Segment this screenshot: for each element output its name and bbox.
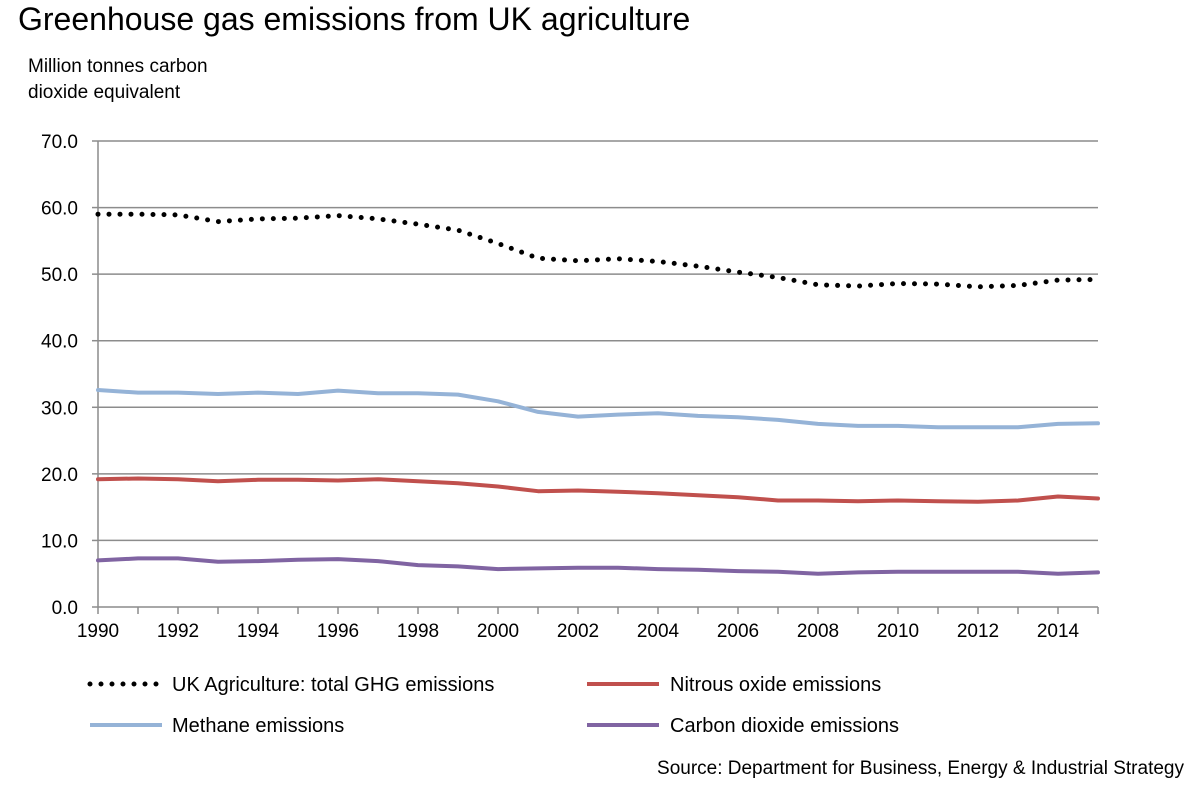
- series-lines: [95, 211, 1101, 576]
- x-tick-label: 2002: [557, 621, 599, 642]
- y-axis-label-line-2: dioxide equivalent: [28, 82, 181, 103]
- x-tick-label: 1994: [237, 621, 280, 642]
- legend-label: Nitrous oxide emissions: [670, 674, 881, 696]
- legend-label: UK Agriculture: total GHG emissions: [172, 674, 494, 696]
- x-tick-label: 2012: [957, 621, 999, 642]
- x-tick-label: 2000: [477, 621, 519, 642]
- series-line-0: [95, 211, 1101, 290]
- x-tick-label: 1998: [397, 621, 439, 642]
- y-tick-label: 30.0: [41, 398, 78, 419]
- axes: 0.0 10.0 20.0 30.0 40.0 50.0 60.0 70.0 1990 1992 1…: [41, 132, 1099, 642]
- x-tick-label: 2004: [637, 621, 680, 642]
- x-tick-label: 1992: [157, 621, 199, 642]
- series-line-3: [96, 556, 1100, 576]
- y-axis-label: Million tonnes carbon dioxide equivalent: [28, 54, 288, 106]
- source-note: Source: Department for Business, Energy …: [657, 758, 1184, 779]
- chart-title: Greenhouse gas emissions from UK agricul…: [18, 1, 691, 37]
- legend-item-1: Nitrous oxide emissions: [587, 674, 881, 696]
- y-tick-label: 10.0: [41, 531, 78, 552]
- y-axis-label-line-1: Million tonnes carbon: [28, 56, 208, 77]
- legend-item-2: Methane emissions: [90, 715, 344, 737]
- legend-item-3: Carbon dioxide emissions: [587, 715, 899, 737]
- x-tick-label: 2006: [717, 621, 759, 642]
- x-tick-label: 2014: [1037, 621, 1080, 642]
- legend-item-0: UK Agriculture: total GHG emissions: [87, 674, 494, 696]
- series-line-2: [96, 388, 1100, 430]
- x-tick-label: 1990: [77, 621, 119, 642]
- legend: UK Agriculture: total GHG emissions Nitro…: [87, 674, 899, 737]
- y-tick-label: 40.0: [41, 332, 78, 353]
- legend-label: Carbon dioxide emissions: [670, 715, 899, 737]
- y-tick-label: 70.0: [41, 132, 78, 153]
- y-tick-label: 20.0: [41, 465, 78, 486]
- legend-label: Methane emissions: [172, 715, 344, 737]
- series-line-1: [96, 476, 1100, 504]
- gridlines: [98, 140, 1098, 542]
- x-tick-label: 2010: [877, 621, 919, 642]
- y-tick-label: 0.0: [52, 598, 78, 619]
- y-tick-label: 50.0: [41, 265, 78, 286]
- x-tick-label: 1996: [317, 621, 359, 642]
- y-tick-label: 60.0: [41, 199, 78, 220]
- x-tick-label: 2008: [797, 621, 839, 642]
